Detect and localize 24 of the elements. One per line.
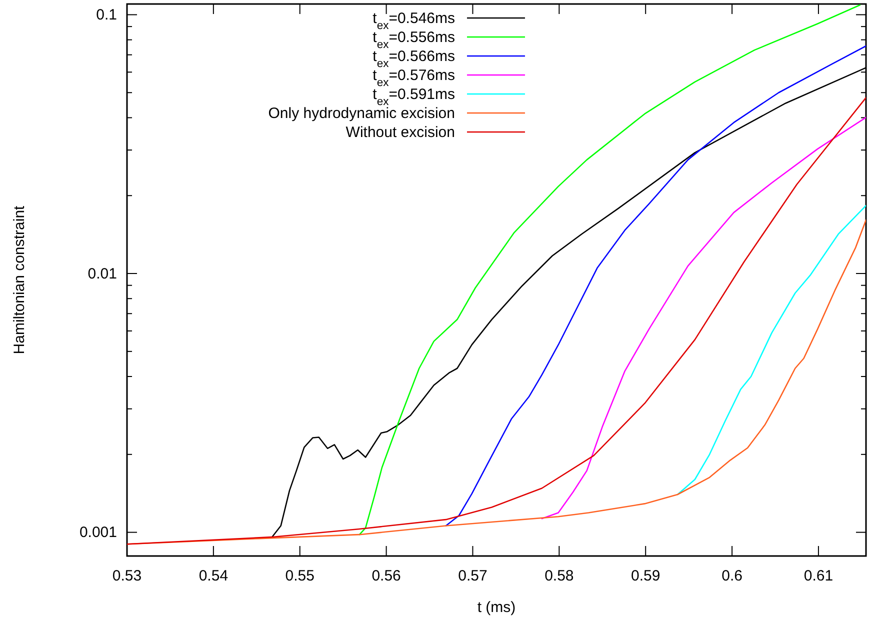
y-tick-label: 0.001 bbox=[79, 524, 117, 542]
x-axis-title: t (ms) bbox=[477, 599, 516, 616]
x-tick-label: 0.58 bbox=[544, 568, 574, 585]
y-axis-title: Hamiltonian constraint bbox=[11, 204, 28, 354]
x-tick-label: 0.55 bbox=[285, 568, 314, 585]
legend-label: t$_{ex}$=0.591ms bbox=[372, 86, 455, 108]
legend-label: t$_{ex}$=0.566ms bbox=[372, 48, 455, 70]
x-tick-label: 0.59 bbox=[630, 568, 660, 585]
x-tick-label: 0.61 bbox=[804, 568, 834, 585]
x-tick-label: 0.54 bbox=[198, 568, 228, 585]
y-tick-label: 0.01 bbox=[88, 265, 117, 282]
x-tick-label: 0.57 bbox=[458, 568, 488, 585]
legend-label: Only hydrodynamic excision bbox=[268, 105, 455, 122]
x-tick-label: 0.6 bbox=[722, 568, 742, 585]
y-tick-label: 0.1 bbox=[96, 6, 117, 24]
x-tick-label: 0.53 bbox=[112, 568, 142, 585]
legend-label: t$_{ex}$=0.546ms bbox=[372, 10, 455, 32]
legend-label: Without excision bbox=[346, 124, 455, 141]
line-series bbox=[541, 116, 866, 520]
legend-label: t$_{ex}$=0.556ms bbox=[372, 29, 455, 51]
x-tick-label: 0.56 bbox=[372, 568, 401, 585]
legend-label: t$_{ex}$=0.576ms bbox=[372, 67, 455, 89]
line-series bbox=[127, 219, 866, 545]
line-series bbox=[676, 204, 866, 496]
